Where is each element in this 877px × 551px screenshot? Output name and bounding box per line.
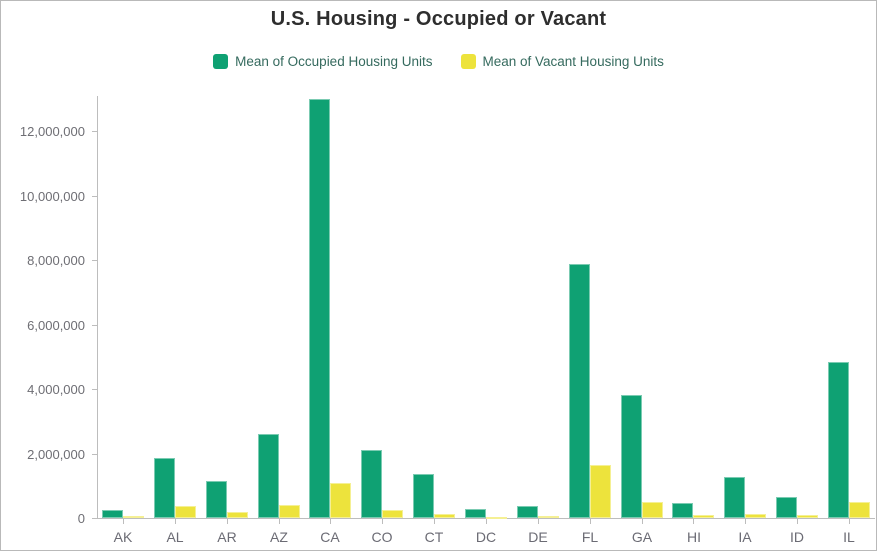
x-axis-tick-CA xyxy=(330,519,331,524)
x-axis-label-DC: DC xyxy=(475,529,497,545)
x-axis-tick-CO xyxy=(382,519,383,524)
bar-occupied-GA[interactable] xyxy=(621,395,642,518)
x-axis-label-CA: CA xyxy=(320,529,340,545)
x-axis-tick-AZ xyxy=(279,519,280,524)
x-axis-label-AL: AL xyxy=(166,529,184,545)
x-axis-tick-HI xyxy=(693,519,694,524)
bar-occupied-IA[interactable] xyxy=(724,477,745,518)
bar-occupied-AK[interactable] xyxy=(102,510,123,518)
legend-item-vacant[interactable]: Mean of Vacant Housing Units xyxy=(460,54,664,69)
bar-vacant-GA[interactable] xyxy=(642,502,663,518)
bar-vacant-AK[interactable] xyxy=(123,516,144,518)
x-axis-tick-GA xyxy=(642,519,643,524)
x-axis-label-DE: DE xyxy=(528,529,548,545)
x-axis-tick-DC xyxy=(486,519,487,524)
chart-title: U.S. Housing - Occupied or Vacant xyxy=(270,8,607,30)
bar-occupied-IL[interactable] xyxy=(828,362,849,518)
y-axis-tick-2000000 xyxy=(92,454,97,455)
x-axis-tick-AL xyxy=(175,519,176,524)
bar-vacant-ID[interactable] xyxy=(797,515,818,518)
x-axis-label-HI: HI xyxy=(687,529,701,545)
x-axis-label-CO: CO xyxy=(371,529,393,545)
legend: Mean of Occupied Housing Units Mean of V… xyxy=(1,54,876,69)
y-axis-label-12000000: 12,000,000 xyxy=(19,124,85,139)
legend-label-occupied: Mean of Occupied Housing Units xyxy=(235,54,433,69)
x-axis-tick-CT xyxy=(434,519,435,524)
legend-label-vacant: Mean of Vacant Housing Units xyxy=(482,54,664,69)
bar-occupied-AR[interactable] xyxy=(206,481,227,518)
bar-occupied-ID[interactable] xyxy=(776,497,797,518)
x-axis-label-AK: AK xyxy=(113,529,133,545)
x-axis-tick-IA xyxy=(745,519,746,524)
bar-occupied-DC[interactable] xyxy=(465,509,486,518)
x-axis-label-IL: IL xyxy=(843,529,855,545)
y-axis-label-6000000: 6,000,000 xyxy=(27,318,85,333)
bar-occupied-DE[interactable] xyxy=(517,506,538,518)
y-axis-label-8000000: 8,000,000 xyxy=(27,253,85,268)
bar-vacant-IA[interactable] xyxy=(745,514,766,518)
bar-occupied-HI[interactable] xyxy=(672,503,693,518)
x-axis-label-ID: ID xyxy=(790,529,804,545)
x-axis-label-AZ: AZ xyxy=(270,529,288,545)
bar-vacant-AL[interactable] xyxy=(175,506,196,518)
bar-vacant-AR[interactable] xyxy=(227,512,248,518)
y-axis-tick-0 xyxy=(92,518,97,519)
bar-vacant-DC[interactable] xyxy=(486,517,507,519)
x-axis-label-GA: GA xyxy=(631,529,653,545)
x-axis-tick-AK xyxy=(123,519,124,524)
bar-vacant-HI[interactable] xyxy=(693,515,714,518)
y-axis-tick-8000000 xyxy=(92,260,97,261)
x-axis-label-IA: IA xyxy=(738,529,752,545)
bar-vacant-CA[interactable] xyxy=(330,483,351,518)
y-axis-label-4000000: 4,000,000 xyxy=(27,382,85,397)
y-axis-line xyxy=(97,96,98,519)
x-axis-tick-FL xyxy=(590,519,591,524)
x-axis-label-FL: FL xyxy=(581,529,599,545)
y-axis-label-2000000: 2,000,000 xyxy=(27,447,85,462)
bar-vacant-CO[interactable] xyxy=(382,510,403,518)
x-axis-tick-DE xyxy=(538,519,539,524)
bar-occupied-AZ[interactable] xyxy=(258,434,279,518)
vacant-swatch-icon xyxy=(460,54,476,69)
x-axis-tick-AR xyxy=(227,519,228,524)
y-axis-tick-4000000 xyxy=(92,389,97,390)
x-axis-label-AR: AR xyxy=(217,529,237,545)
y-axis-label-10000000: 10,000,000 xyxy=(19,189,85,204)
bar-vacant-CT[interactable] xyxy=(434,514,455,518)
bar-occupied-CO[interactable] xyxy=(361,450,382,518)
bar-vacant-AZ[interactable] xyxy=(279,505,300,518)
y-axis-tick-12000000 xyxy=(92,131,97,132)
bar-occupied-AL[interactable] xyxy=(154,458,175,518)
bar-vacant-IL[interactable] xyxy=(849,502,870,518)
x-axis-tick-IL xyxy=(849,519,850,524)
bar-occupied-CA[interactable] xyxy=(309,99,330,518)
x-axis-tick-ID xyxy=(797,519,798,524)
y-axis-tick-10000000 xyxy=(92,196,97,197)
x-axis-label-CT: CT xyxy=(424,529,444,545)
occupied-swatch-icon xyxy=(213,54,229,69)
bar-vacant-FL[interactable] xyxy=(590,465,611,518)
y-axis-tick-6000000 xyxy=(92,325,97,326)
bar-occupied-CT[interactable] xyxy=(413,474,434,518)
legend-item-occupied[interactable]: Mean of Occupied Housing Units xyxy=(213,54,433,69)
bar-vacant-DE[interactable] xyxy=(538,516,559,518)
bar-occupied-FL[interactable] xyxy=(569,264,590,518)
y-axis-label-0: 0 xyxy=(77,511,85,526)
